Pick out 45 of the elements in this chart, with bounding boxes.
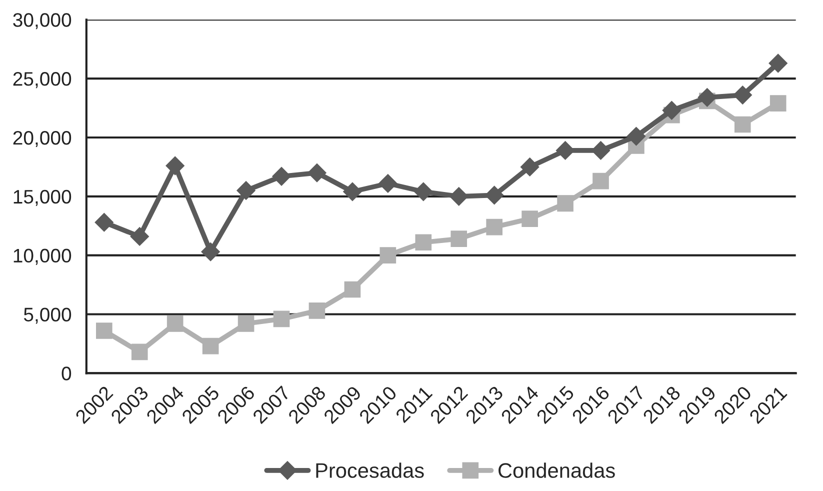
point (94, 212, 114, 232)
y-tick-label: 10,000 (14, 248, 72, 265)
point (520, 158, 540, 176)
point (131, 344, 148, 360)
point (202, 338, 219, 354)
y-tick-label: 5,000 (24, 308, 72, 324)
point (626, 126, 646, 146)
point (273, 310, 290, 328)
point (556, 141, 575, 160)
point (522, 210, 538, 227)
point (272, 167, 291, 186)
point (450, 187, 468, 206)
y-tick-label: 25,000 (13, 72, 72, 88)
point (486, 218, 502, 236)
y-tick-label: 30,000 (13, 13, 72, 30)
point (238, 316, 254, 332)
point (733, 86, 752, 104)
point (450, 230, 468, 247)
point (698, 88, 717, 107)
legend-label: Procesadas (316, 462, 424, 478)
point (236, 181, 256, 200)
point (343, 182, 362, 202)
point (768, 54, 788, 73)
y-tick-label: 15,000 (14, 190, 72, 206)
point (591, 141, 610, 160)
point (557, 195, 574, 212)
point (130, 227, 149, 246)
legend-label: Condenadas (498, 462, 615, 478)
point (378, 174, 398, 193)
y-tick-label: 0 (62, 366, 72, 380)
point (734, 116, 751, 133)
point (201, 242, 220, 262)
point (414, 182, 433, 202)
point (308, 302, 326, 319)
point (415, 234, 432, 251)
point (166, 156, 184, 176)
point (380, 247, 396, 264)
point (166, 316, 184, 332)
point (662, 101, 682, 120)
point (96, 322, 112, 339)
point (592, 172, 609, 190)
point (770, 95, 786, 112)
y-tick-label: 20,000 (13, 130, 72, 148)
point (308, 163, 326, 182)
point (344, 281, 361, 298)
